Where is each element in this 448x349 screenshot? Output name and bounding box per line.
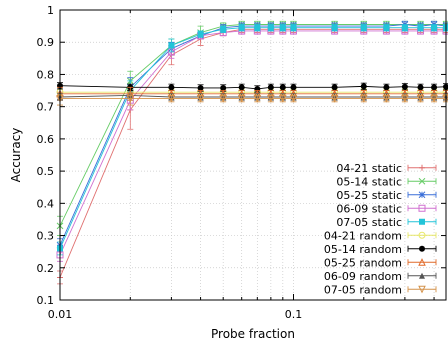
data-point bbox=[220, 26, 227, 33]
y-tick-label: 0.6 bbox=[37, 133, 55, 146]
data-point bbox=[431, 84, 438, 91]
data-point bbox=[359, 95, 368, 103]
data-point bbox=[196, 95, 205, 103]
data-point bbox=[267, 95, 275, 103]
data-point bbox=[237, 95, 246, 103]
y-tick-label: 0.9 bbox=[37, 36, 55, 49]
series-9 bbox=[56, 91, 448, 106]
legend-marker bbox=[419, 245, 425, 252]
data-point bbox=[383, 24, 390, 31]
legend-label: 07-05 static bbox=[336, 216, 402, 229]
legend-line-sample bbox=[407, 259, 437, 266]
legend-entry: 06-09 random bbox=[324, 270, 437, 283]
legend-label: 05-14 random bbox=[324, 243, 402, 256]
legend-marker bbox=[418, 258, 426, 266]
data-point bbox=[197, 31, 204, 38]
legend-line-sample bbox=[407, 232, 437, 239]
legend-label: 06-09 random bbox=[324, 270, 402, 283]
y-tick-label: 0.2 bbox=[37, 262, 55, 275]
legend-entry: 05-25 random bbox=[324, 256, 437, 269]
data-point bbox=[168, 84, 175, 91]
legend-marker bbox=[419, 164, 425, 171]
data-point bbox=[279, 84, 286, 91]
y-tick-label: 0.5 bbox=[37, 165, 55, 178]
data-point bbox=[331, 24, 338, 31]
legend-label: 05-25 static bbox=[336, 189, 402, 202]
legend-marker bbox=[418, 231, 426, 239]
x-tick-label: 0.1 bbox=[285, 308, 303, 321]
legend-label: 05-25 random bbox=[324, 256, 402, 269]
y-tick-label: 0.3 bbox=[37, 230, 55, 243]
y-tick-label: 0.4 bbox=[37, 197, 55, 210]
data-point bbox=[360, 83, 367, 90]
data-point bbox=[168, 42, 175, 49]
data-point bbox=[289, 95, 298, 103]
data-point bbox=[401, 83, 408, 90]
data-point bbox=[238, 24, 245, 31]
legend-entry: 06-09 static bbox=[336, 202, 437, 215]
legend-entry: 07-05 random bbox=[324, 283, 437, 296]
data-point bbox=[417, 84, 424, 91]
data-point bbox=[331, 84, 338, 91]
legend-marker bbox=[419, 272, 425, 279]
data-point bbox=[267, 84, 274, 91]
data-point bbox=[238, 84, 245, 91]
legend-label: 05-14 static bbox=[336, 175, 402, 188]
data-point bbox=[219, 95, 228, 103]
axes: Probe fraction Accuracy 0.1 0.2 0.3 0.4 0.5 0… bbox=[9, 4, 447, 341]
legend-entry: 04-21 random bbox=[324, 229, 437, 242]
data-point bbox=[401, 24, 408, 31]
data-point bbox=[254, 24, 261, 31]
data-point bbox=[431, 24, 438, 31]
data-point bbox=[253, 95, 262, 103]
data-point bbox=[417, 24, 424, 31]
legend-line-sample bbox=[407, 286, 437, 293]
legend-marker bbox=[418, 285, 426, 294]
data-point bbox=[360, 24, 367, 31]
legend-entry: 05-14 random bbox=[324, 243, 437, 256]
data-point bbox=[382, 95, 391, 103]
legend-line-sample bbox=[407, 205, 437, 212]
data-point bbox=[279, 24, 286, 31]
data-point bbox=[267, 24, 274, 31]
data-point bbox=[383, 84, 390, 91]
data-point bbox=[197, 84, 204, 91]
legend-label: 04-21 static bbox=[336, 162, 402, 175]
legend-entry: 05-25 static bbox=[336, 189, 437, 202]
plot-frame bbox=[59, 9, 447, 301]
data-point bbox=[126, 95, 135, 103]
x-axis-title: Probe fraction bbox=[211, 327, 295, 341]
data-point bbox=[290, 24, 297, 31]
y-axis-title: Accuracy bbox=[9, 128, 23, 183]
legend-label: 07-05 random bbox=[324, 283, 402, 296]
legend-marker bbox=[418, 177, 426, 185]
legend-marker bbox=[419, 218, 425, 225]
series-group bbox=[56, 20, 448, 285]
data-point bbox=[330, 95, 339, 103]
y-tick-label: 0.7 bbox=[37, 101, 55, 114]
data-point bbox=[220, 84, 227, 91]
data-point bbox=[401, 95, 409, 103]
data-point bbox=[430, 95, 438, 103]
legend-marker bbox=[418, 191, 426, 199]
data-point bbox=[167, 95, 176, 103]
legend-entry: 05-14 static bbox=[336, 175, 437, 188]
error-bar bbox=[127, 91, 134, 106]
legend-label: 04-21 random bbox=[324, 229, 402, 242]
y-tick-label: 0.8 bbox=[37, 68, 55, 81]
legend-marker bbox=[418, 204, 426, 212]
data-point bbox=[278, 95, 287, 103]
data-point bbox=[290, 84, 297, 91]
legend-label: 06-09 static bbox=[336, 202, 402, 215]
y-tick-label: 0.1 bbox=[37, 294, 55, 307]
y-tick-label: 1 bbox=[47, 4, 54, 17]
x-tick-label: 0.01 bbox=[48, 308, 73, 321]
legend-entry: 04-21 static bbox=[336, 162, 437, 175]
data-point bbox=[416, 95, 425, 103]
legend-entry: 07-05 static bbox=[336, 216, 437, 229]
